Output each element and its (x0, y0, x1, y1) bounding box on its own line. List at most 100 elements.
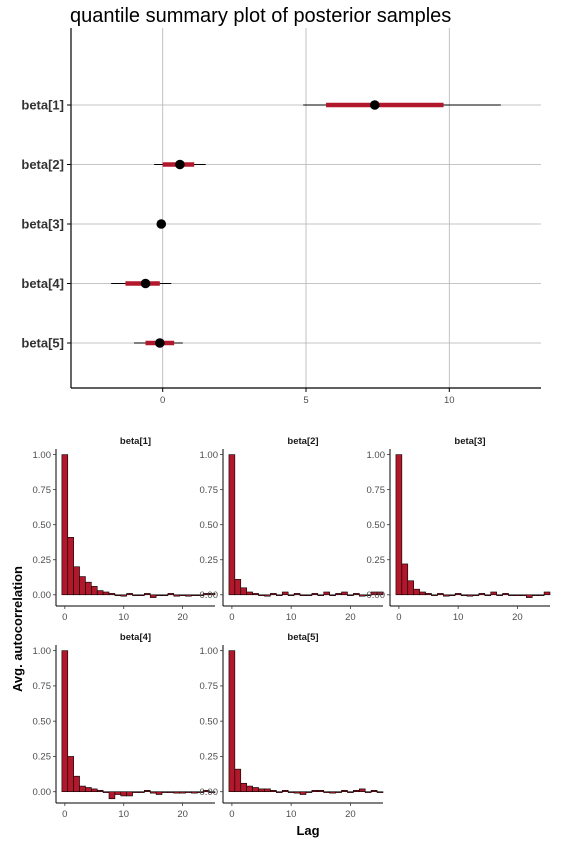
y-tick-label: 0.75 (367, 485, 386, 496)
acf-bar (61, 454, 69, 596)
median-point (155, 338, 165, 348)
acf-bar (496, 594, 503, 596)
acf-bar (317, 594, 325, 596)
acf-bar (376, 591, 384, 596)
acf-bar (347, 791, 354, 793)
acf-bar (228, 454, 236, 596)
acf-bar (460, 594, 468, 596)
y-tick-label: 0.75 (200, 681, 219, 692)
acf-bar (120, 594, 127, 597)
acf-bar (299, 594, 307, 596)
acf-bar (514, 594, 521, 596)
acf-bar (264, 788, 271, 793)
acf-bar (323, 591, 330, 596)
y-tick-label: 0.00 (367, 590, 386, 601)
y-tick-label: beta[1] (21, 98, 64, 113)
y-tick-label: 0.50 (200, 520, 219, 531)
acf-bar (185, 791, 192, 793)
x-tick-label: 0 (229, 809, 234, 820)
acf-bar (335, 791, 342, 793)
facet-title: beta[5] (287, 632, 318, 643)
x-tick-label: 10 (118, 612, 129, 623)
y-tick-label: 0.25 (33, 752, 52, 763)
acf-bar (401, 563, 409, 596)
acf-bar (525, 594, 533, 598)
acf-bar (287, 594, 295, 596)
x-tick-label: 20 (345, 809, 356, 820)
y-tick-label: 1.00 (200, 450, 219, 461)
acf-bar (197, 594, 204, 596)
acf-bar (276, 594, 283, 596)
acf-bar (126, 593, 133, 596)
acf-bar (138, 594, 145, 596)
y-tick-label: beta[5] (21, 336, 64, 351)
acf-bar (173, 594, 180, 597)
y-axis-title: Avg. autocorrelation (10, 566, 25, 692)
acf-bar (329, 791, 336, 794)
acf-bar (167, 593, 175, 596)
facet-title: beta[4] (120, 632, 151, 643)
x-tick-label: 0 (396, 612, 401, 623)
y-tick-label: 0.00 (33, 590, 52, 601)
acf-bar (341, 591, 348, 596)
acf-bar (317, 790, 325, 793)
acf-bar (102, 791, 110, 793)
acf-bar (364, 594, 372, 596)
y-tick-label: beta[4] (21, 276, 64, 291)
acf-bar (370, 790, 378, 793)
acf-bar (443, 594, 450, 597)
acf-bar (431, 594, 438, 596)
x-tick-label: 0 (160, 395, 165, 406)
acf-bar (246, 785, 253, 793)
facet-beta[3]: beta[3] 0.00 0.25 0.50 0.75 1.00 0 10 20 (367, 436, 551, 623)
acf-bar (85, 787, 92, 793)
acf-bar (305, 594, 313, 596)
acf-bar (508, 594, 515, 596)
y-tick-label: 0.75 (200, 485, 219, 496)
acf-bar (252, 593, 259, 596)
acf-bar (85, 581, 92, 596)
acf-bar (425, 593, 432, 596)
acf-bar (478, 593, 486, 596)
facet-beta[4]: beta[4] 0.00 0.25 0.50 0.75 1.00 0 10 20 (33, 632, 216, 820)
y-tick-label: 0.50 (33, 716, 52, 727)
acf-bar (167, 791, 175, 793)
acf-bar (91, 586, 98, 596)
acf-bar (258, 594, 265, 596)
acf-bar (102, 591, 110, 596)
acf-bar (448, 594, 456, 596)
acf-bar (454, 593, 462, 596)
acf-bar (120, 791, 127, 797)
y-tick-label: 0.50 (200, 716, 219, 727)
acf-bar (484, 594, 492, 596)
acf-bar (138, 791, 145, 793)
acf-bar (132, 791, 139, 793)
acf-bar (543, 591, 551, 596)
median-point (156, 219, 167, 229)
acf-bar (108, 593, 116, 596)
acf-bar (73, 775, 80, 793)
y-tick-label: 0.50 (367, 520, 386, 531)
acf-bar (437, 593, 444, 596)
x-tick-label: 0 (62, 809, 67, 820)
x-tick-label: 20 (177, 612, 188, 623)
acf-bar (281, 790, 289, 793)
x-axis-title: Lag (296, 823, 319, 838)
acf-bar (395, 454, 403, 596)
acf-bar (126, 791, 133, 797)
x-tick-label: 10 (444, 395, 455, 406)
facet-title: beta[3] (454, 436, 485, 447)
acf-bar (329, 594, 336, 596)
y-tick-label: beta[3] (21, 217, 64, 232)
quantile-summary-plot: quantile summary plot of posterior sampl… (21, 5, 541, 406)
x-tick-label: 0 (62, 612, 67, 623)
y-tick-label: 0.25 (367, 555, 386, 566)
acf-bar (96, 590, 104, 596)
x-tick-label: 20 (345, 612, 356, 623)
acf-bar (228, 650, 236, 793)
acf-bar (287, 791, 295, 793)
facet-beta[5]: beta[5] 0.00 0.25 0.50 0.75 1.00 0 10 20 (200, 632, 384, 820)
acf-bar (246, 591, 253, 596)
acf-bar (305, 791, 313, 793)
acf-bar (155, 791, 163, 795)
